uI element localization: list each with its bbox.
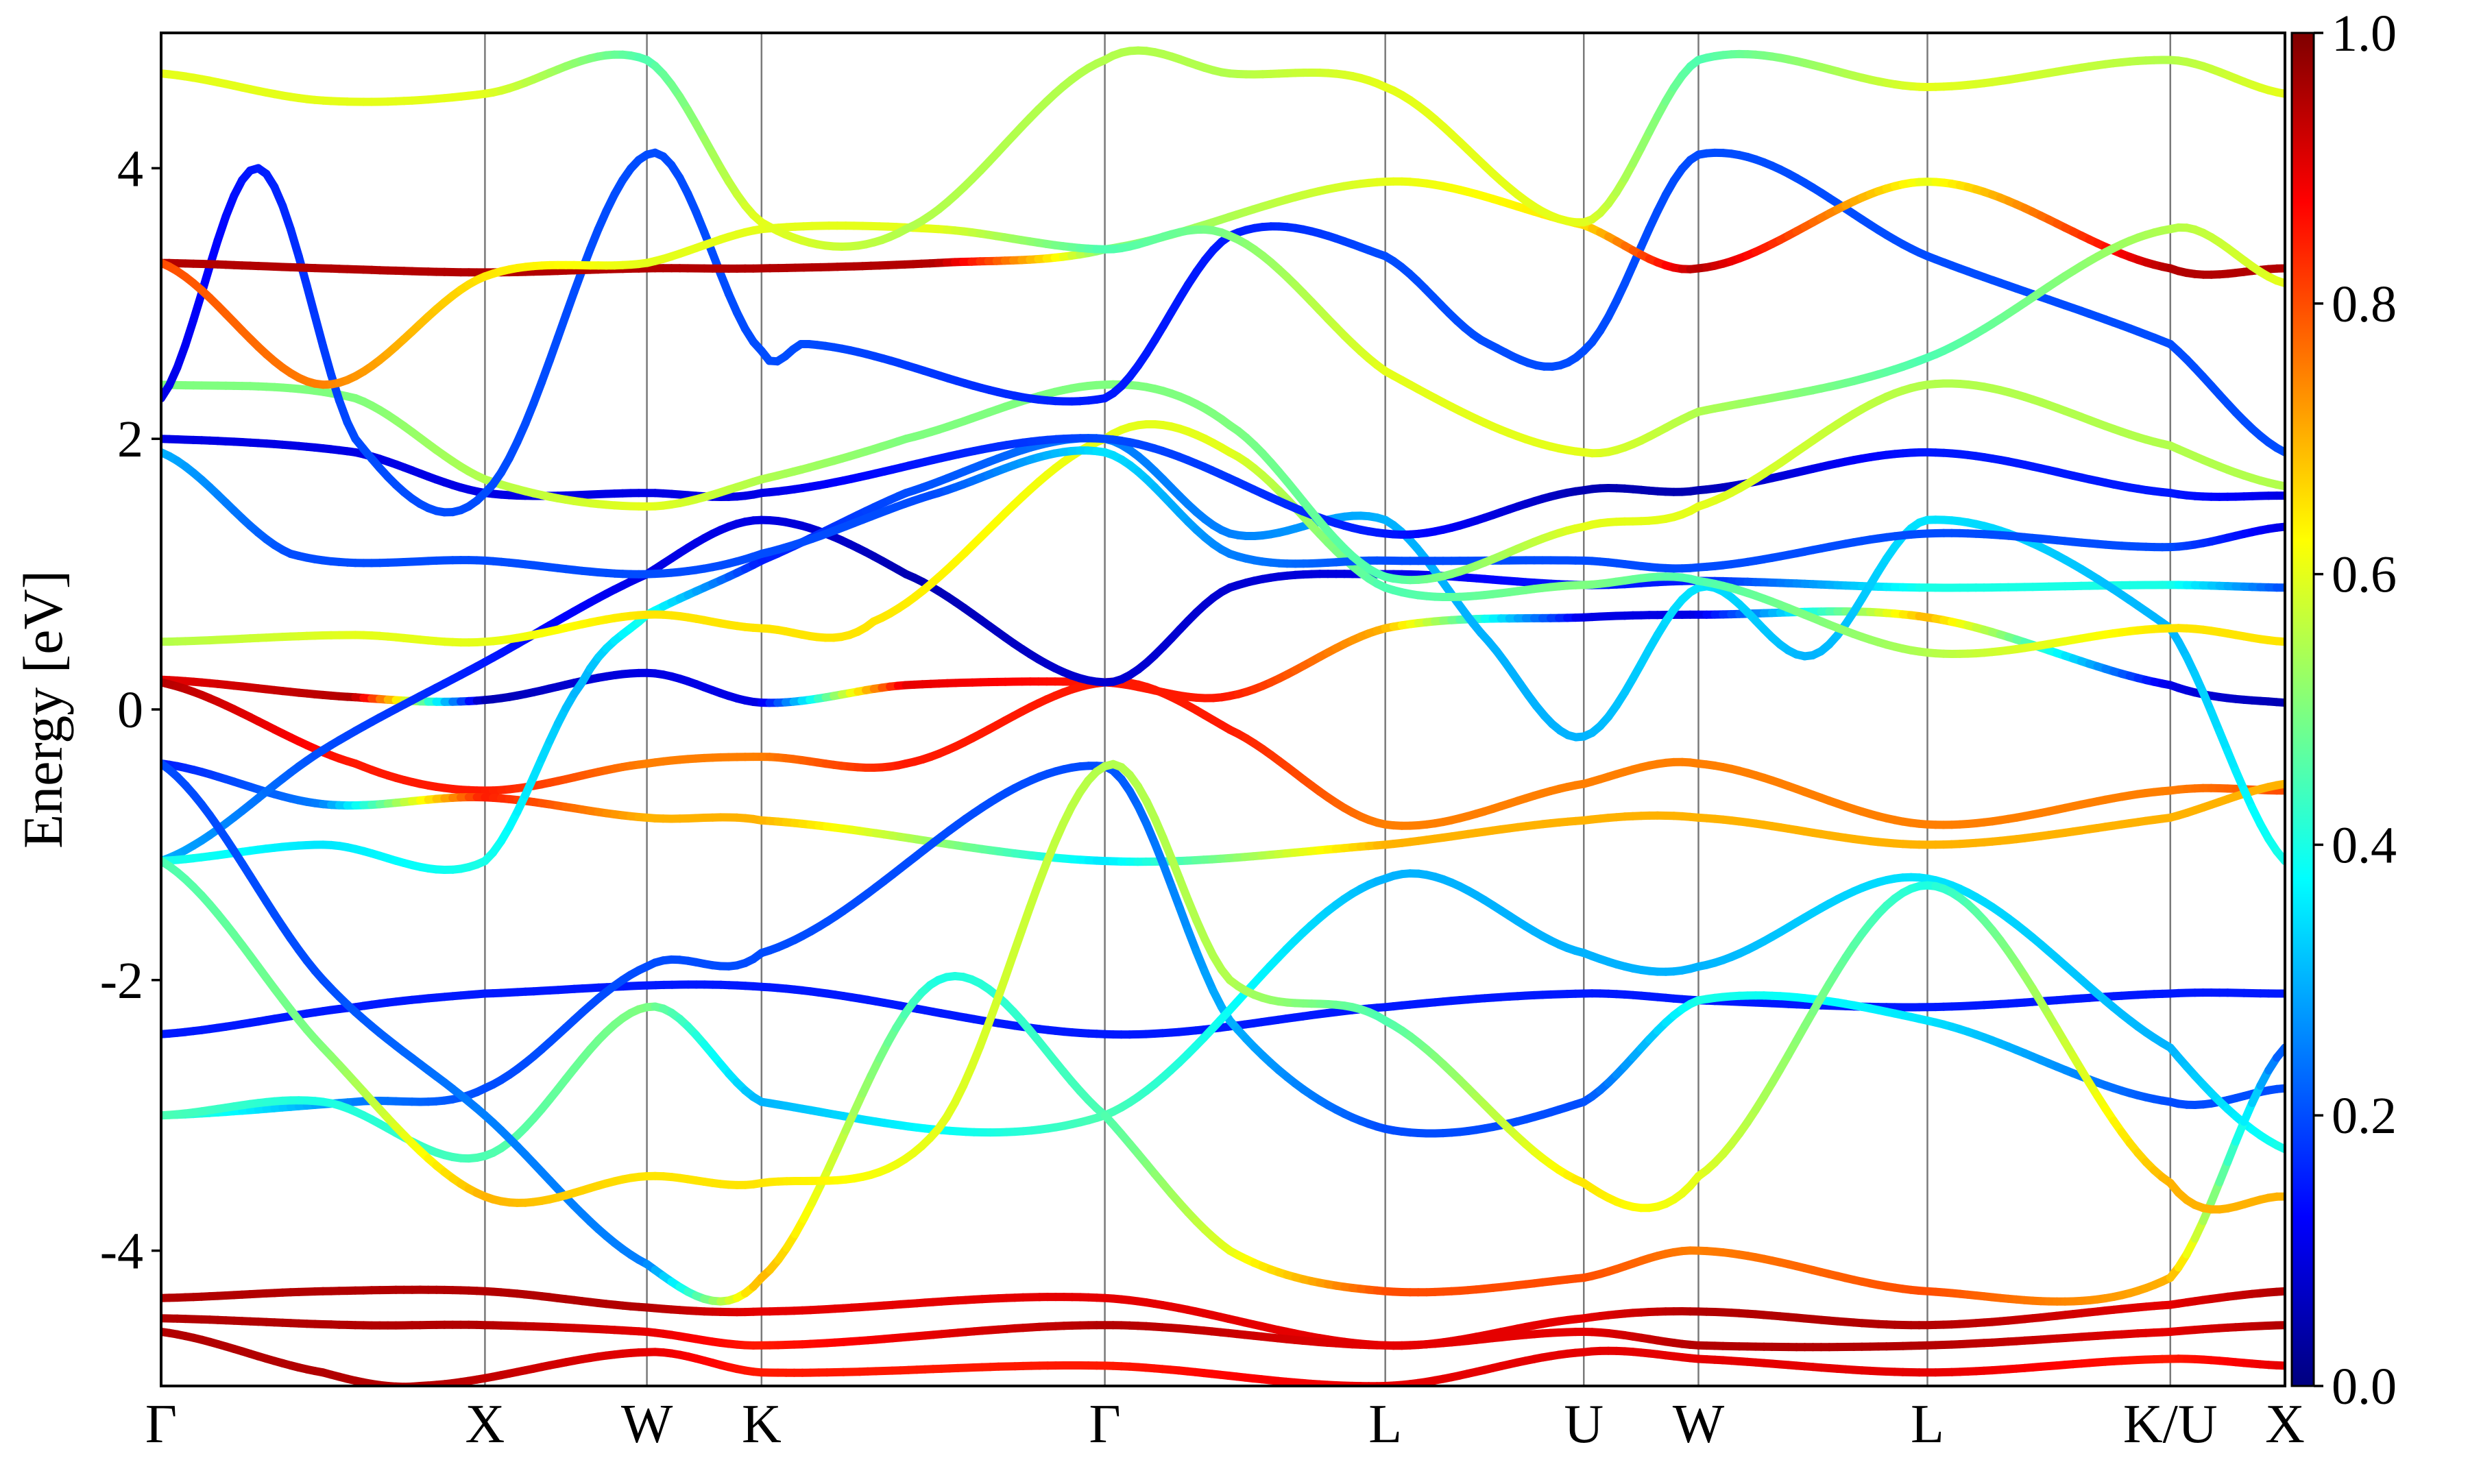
band-structure-chart: -4-2024 ΓXWKΓLUWLK/UX Energy [eV] 0.00.2… xyxy=(0,0,2468,1481)
chart-svg: -4-2024 ΓXWKΓLUWLK/UX Energy [eV] 0.00.2… xyxy=(0,0,2468,1481)
